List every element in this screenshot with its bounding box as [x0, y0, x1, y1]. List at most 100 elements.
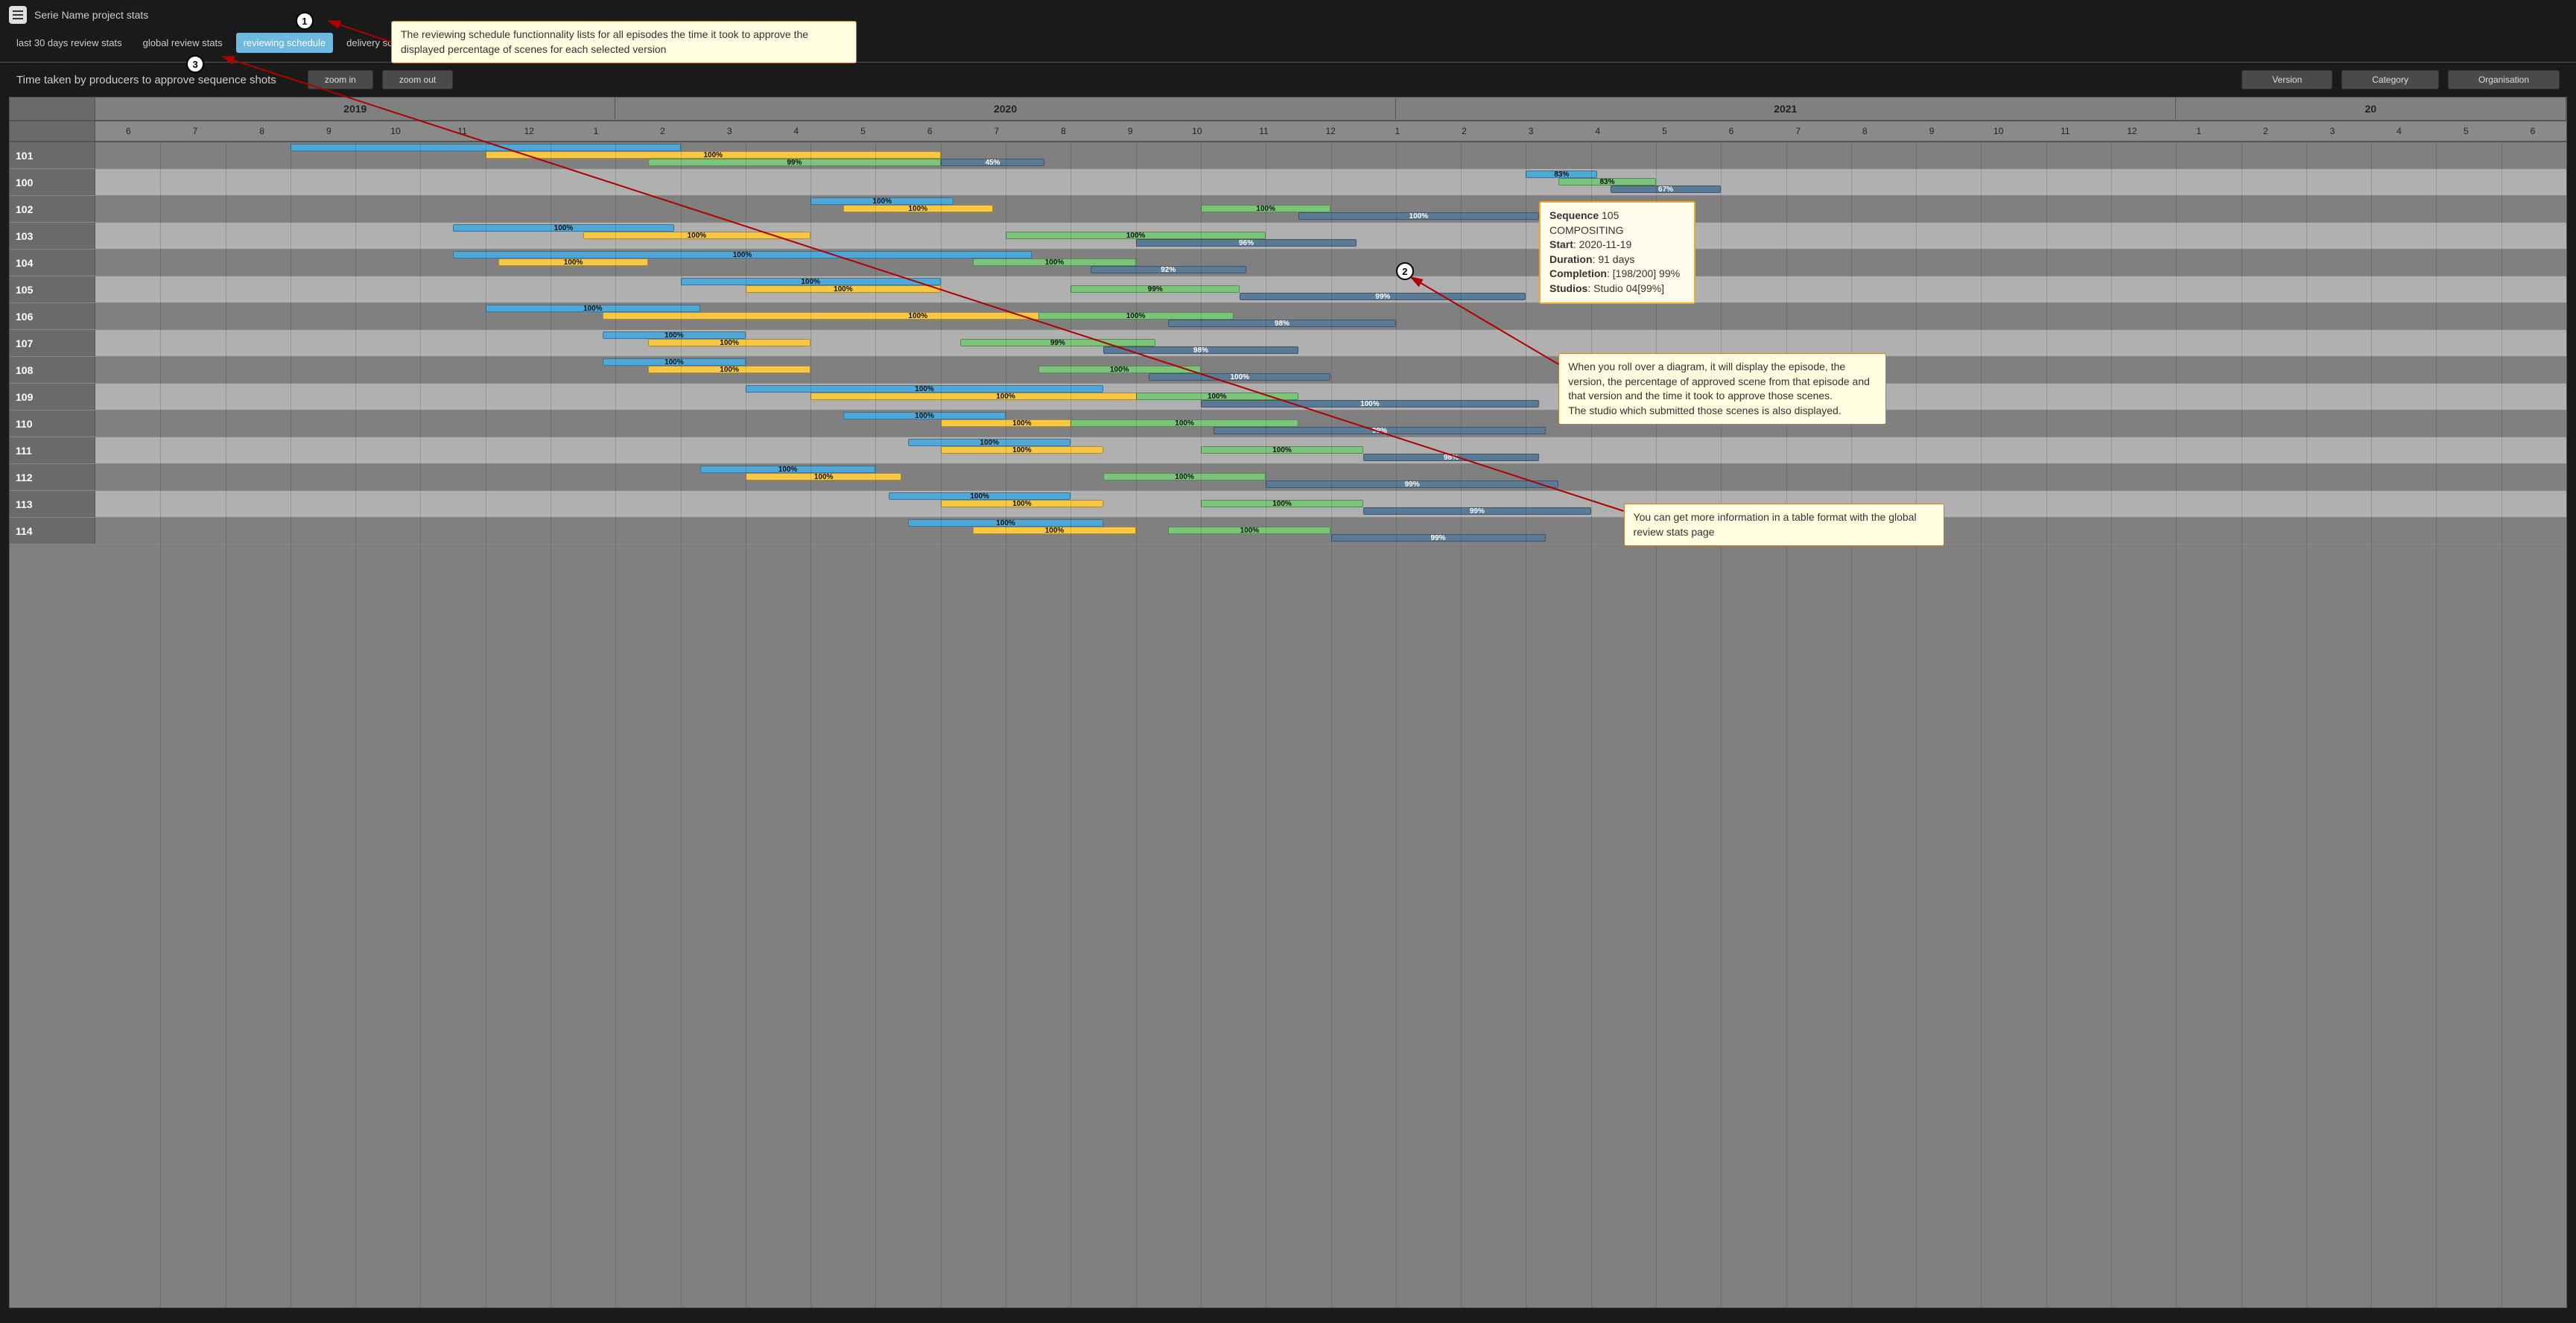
gantt-bar[interactable]: 99%: [1266, 480, 1558, 488]
gantt-bar[interactable]: 100%: [1201, 205, 1331, 212]
gantt-bar[interactable]: 100%: [1201, 446, 1363, 454]
month-header: 10: [363, 121, 430, 141]
menu-button[interactable]: [9, 6, 27, 24]
month-header: 9: [296, 121, 363, 141]
version-select[interactable]: Version: [2242, 70, 2332, 89]
gantt-bar[interactable]: 100%: [1103, 473, 1266, 480]
gantt-bar[interactable]: 100%: [583, 232, 811, 239]
gantt-bar[interactable]: 100%: [453, 224, 674, 232]
tab-reviewing-schedule[interactable]: reviewing schedule: [236, 33, 334, 53]
month-header: 1: [563, 121, 630, 141]
gantt-bar[interactable]: 99%: [1214, 427, 1545, 434]
category-select[interactable]: Category: [2341, 70, 2439, 89]
gantt-row-113[interactable]: 113100%100%100%99%: [10, 491, 2566, 518]
gantt-bar[interactable]: 100%: [746, 385, 1103, 393]
gantt-row-111[interactable]: 111100%100%100%98%: [10, 437, 2566, 464]
gantt-bar[interactable]: 45%: [941, 159, 1045, 166]
gantt-bar[interactable]: 67%: [1611, 185, 1721, 193]
annotation-callout-1: The reviewing schedule functionnality li…: [391, 21, 857, 63]
gantt-bar[interactable]: 98%: [1103, 346, 1298, 354]
gantt-bar[interactable]: 100%: [700, 466, 876, 473]
gantt-bar[interactable]: 99%: [1331, 534, 1546, 542]
gantt-bar[interactable]: 100%: [1070, 419, 1298, 427]
gantt-bar[interactable]: 92%: [1091, 266, 1246, 273]
gantt-bar[interactable]: 100%: [498, 258, 648, 266]
gantt-row-100[interactable]: 10083%83%67%: [10, 169, 2566, 196]
gantt-bar[interactable]: [291, 144, 681, 151]
zoom-in-button[interactable]: zoom in: [308, 70, 373, 89]
gantt-bar[interactable]: 100%: [1201, 400, 1539, 407]
gantt-bar[interactable]: 100%: [648, 339, 810, 346]
zoom-out-button[interactable]: zoom out: [382, 70, 453, 89]
gantt-bar[interactable]: 100%: [973, 258, 1135, 266]
year-header-row: 20192020202120: [10, 98, 2566, 121]
gantt-bar[interactable]: 99%: [1240, 293, 1526, 300]
tabs: last 30 days review stats global review s…: [0, 30, 2576, 63]
gantt-bar[interactable]: 100%: [810, 197, 954, 205]
month-header: 12: [1298, 121, 1365, 141]
organisation-select[interactable]: Organisation: [2448, 70, 2560, 89]
gantt-bar[interactable]: 83%: [1526, 171, 1597, 178]
gantt-row-109[interactable]: 109100%100%100%100%: [10, 384, 2566, 410]
gantt-row-110[interactable]: 110100%100%100%99%: [10, 410, 2566, 437]
gantt-bar[interactable]: 96%: [1136, 239, 1357, 247]
gantt-row-112[interactable]: 112100%100%100%99%: [10, 464, 2566, 491]
gantt-bar[interactable]: 100%: [681, 278, 941, 285]
month-header: 7: [964, 121, 1031, 141]
gantt-bar[interactable]: 100%: [1298, 212, 1539, 220]
gantt-row-103[interactable]: 103100%100%100%96%: [10, 223, 2566, 250]
row-label: 103: [10, 223, 95, 249]
row-label: 112: [10, 464, 95, 490]
gantt-bar[interactable]: 100%: [746, 285, 941, 293]
tab-global-review-stats[interactable]: global review stats: [136, 33, 230, 53]
row-label: 100: [10, 169, 95, 195]
gantt-bar[interactable]: 100%: [486, 151, 941, 159]
gantt-row-101[interactable]: 101100%99%45%: [10, 142, 2566, 169]
gantt-bar[interactable]: 99%: [648, 159, 941, 166]
row-label: 105: [10, 276, 95, 302]
gantt-bar[interactable]: 98%: [1363, 454, 1539, 461]
gantt-bar[interactable]: 100%: [1136, 393, 1298, 400]
gantt-bar[interactable]: 100%: [1038, 366, 1201, 373]
gantt-bar[interactable]: 100%: [889, 492, 1070, 500]
gantt-bar[interactable]: 100%: [908, 439, 1070, 446]
gantt-bar[interactable]: 100%: [908, 519, 1103, 527]
gantt-bar[interactable]: 100%: [843, 205, 993, 212]
gantt-bar[interactable]: 100%: [648, 366, 810, 373]
gantt-bar[interactable]: 100%: [1201, 500, 1363, 507]
month-header: 12: [496, 121, 563, 141]
gantt-bar[interactable]: 100%: [603, 358, 746, 366]
gantt-bar[interactable]: 100%: [486, 305, 700, 312]
month-header: 6: [95, 121, 162, 141]
gantt-bar[interactable]: 100%: [941, 446, 1103, 454]
gantt-bar[interactable]: 100%: [973, 527, 1135, 534]
month-header: 8: [1030, 121, 1097, 141]
gantt-chart[interactable]: 20192020202120 6789101112123456789101112…: [9, 97, 2567, 1308]
gantt-bar[interactable]: 100%: [603, 331, 746, 339]
month-header: 12: [2099, 121, 2166, 141]
gantt-bar[interactable]: 100%: [1149, 373, 1330, 381]
gantt-bar[interactable]: 83%: [1558, 178, 1656, 185]
gantt-row-105[interactable]: 105 100%100% 99%99%: [10, 276, 2566, 303]
gantt-row-108[interactable]: 108100%100%100%100%: [10, 357, 2566, 384]
tab-last-30-days-review-stats[interactable]: last 30 days review stats: [9, 33, 130, 53]
gantt-row-107[interactable]: 107100%100%99%98%: [10, 330, 2566, 357]
gantt-bar[interactable]: 100%: [746, 473, 901, 480]
gantt-bar[interactable]: 100%: [941, 500, 1103, 507]
gantt-row-106[interactable]: 106100%100%100%98%: [10, 303, 2566, 330]
gantt-bar[interactable]: 100%: [1006, 232, 1266, 239]
annotation-badge-2: 2: [1396, 262, 1414, 280]
gantt-bar[interactable]: 100%: [453, 251, 1032, 258]
gantt-bar[interactable]: 100%: [843, 412, 1006, 419]
gantt-bar[interactable]: 99%: [1363, 507, 1591, 515]
gantt-row-102[interactable]: 102100%100%100%100%: [10, 196, 2566, 223]
gantt-bar[interactable]: 99%: [1070, 285, 1240, 293]
gantt-row-114[interactable]: 114100%100%100%99%: [10, 518, 2566, 545]
gantt-bar[interactable]: 100%: [1038, 312, 1234, 320]
gantt-bar[interactable]: 99%: [960, 339, 1155, 346]
gantt-bar[interactable]: 100%: [1168, 527, 1330, 534]
gantt-bar[interactable]: 98%: [1168, 320, 1396, 327]
gantt-row-104[interactable]: 104100%100%100%92%: [10, 250, 2566, 276]
annotation-callout-3: You can get more information in a table …: [1624, 504, 1944, 546]
subtitle: Time taken by producers to approve seque…: [16, 74, 276, 86]
